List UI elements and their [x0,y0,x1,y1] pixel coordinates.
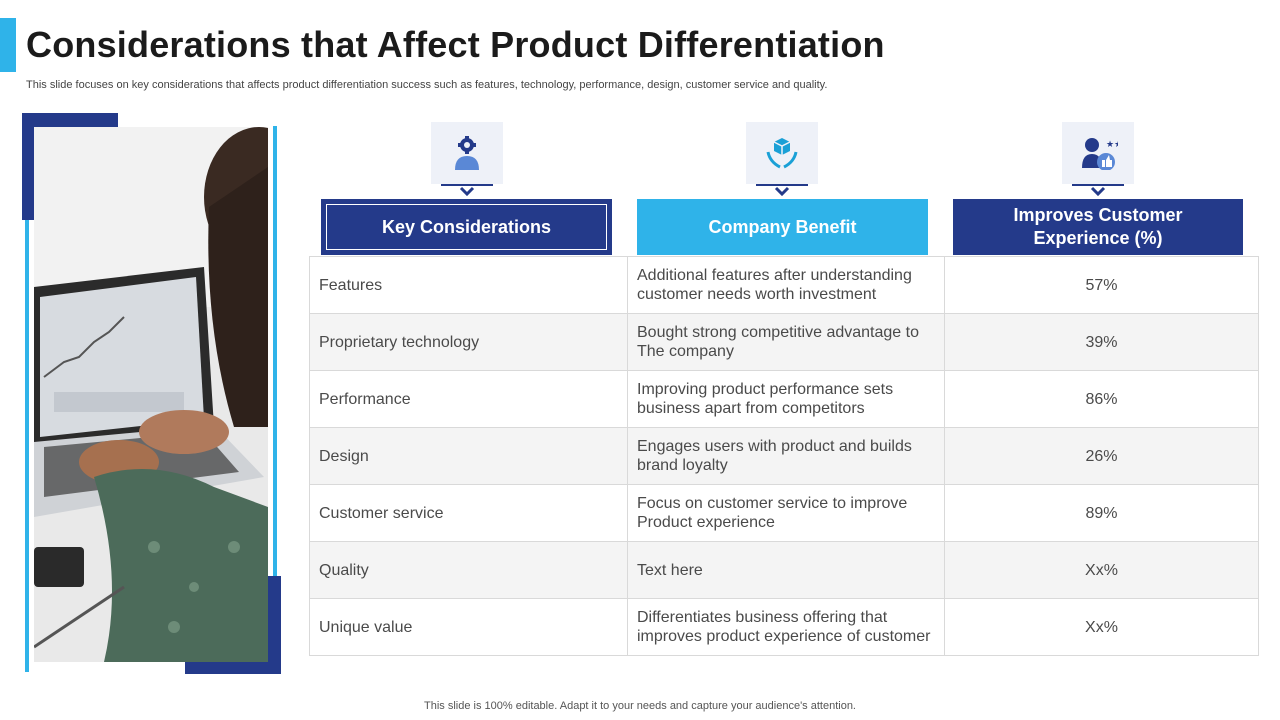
percent-cell: 57% [944,256,1259,314]
header-key-considerations: Key Considerations [321,199,612,255]
chevron-down-icon [1090,186,1106,196]
icon-underline-2 [756,184,808,186]
consideration-cell: Performance [309,370,628,428]
percent-cell: 86% [944,370,1259,428]
table-row: Design Engages users with product and bu… [309,427,1259,485]
header-inner-border [326,204,607,250]
header-company-benefit: Company Benefit [637,199,928,255]
benefit-cell: Differentiates business offering that im… [627,598,945,656]
hands-cube-icon [746,122,818,184]
consideration-cell: Design [309,427,628,485]
consideration-cell: Unique value [309,598,628,656]
table-row: Quality Text here Xx% [309,541,1259,599]
benefit-cell: Bought strong competitive advantage to T… [627,313,945,371]
page-subtitle: This slide focuses on key considerations… [26,79,828,91]
percent-cell: 39% [944,313,1259,371]
header-key-considerations-label: Key Considerations [381,216,552,237]
consideration-cell: Customer service [309,484,628,542]
photo-accent-line-left [25,220,29,672]
percent-cell: 26% [944,427,1259,485]
laptop-photo [34,127,268,662]
chevron-down-icon [774,186,790,196]
table-row: Features Additional features after under… [309,256,1259,314]
page-title: Considerations that Affect Product Diffe… [26,24,885,65]
icon-underline-3 [1072,184,1124,186]
table-row: Unique value Differentiates business off… [309,598,1259,656]
consideration-cell: Quality [309,541,628,599]
percent-cell: 89% [944,484,1259,542]
benefit-cell: Improving product performance sets busin… [627,370,945,428]
header-company-benefit-label: Company Benefit [708,216,857,237]
benefit-cell: Text here [627,541,945,599]
table-row: Customer service Focus on customer servi… [309,484,1259,542]
title-accent-bar [0,18,16,72]
consideration-cell: Features [309,256,628,314]
header-improves-cx-label: Improves Customer Experience (%) [1013,205,1183,248]
user-like-icon: ★★ [1062,122,1134,184]
chevron-down-icon [459,186,475,196]
benefit-cell: Engages users with product and builds br… [627,427,945,485]
user-gear-icon [431,122,503,184]
benefit-cell: Additional features after understanding … [627,256,945,314]
table-row: Performance Improving product performanc… [309,370,1259,428]
benefit-cell: Focus on customer service to improve Pro… [627,484,945,542]
percent-cell: Xx% [944,598,1259,656]
consideration-cell: Proprietary technology [309,313,628,371]
table-row: Proprietary technology Bought strong com… [309,313,1259,371]
photo-accent-line-right [273,126,277,576]
icon-underline-1 [441,184,493,186]
header-improves-customer-experience: Improves Customer Experience (%) [953,199,1243,255]
footer-note: This slide is 100% editable. Adapt it to… [424,700,856,712]
percent-cell: Xx% [944,541,1259,599]
svg-text:★★: ★★ [1106,140,1118,150]
considerations-table: Features Additional features after under… [309,256,1259,656]
